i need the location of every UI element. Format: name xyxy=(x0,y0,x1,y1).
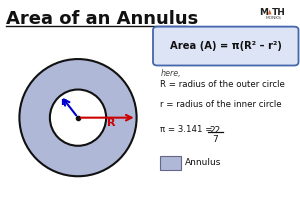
Circle shape xyxy=(20,59,136,176)
Text: M: M xyxy=(260,8,268,17)
Text: TH: TH xyxy=(272,8,286,17)
Text: R = radius of the outer circle: R = radius of the outer circle xyxy=(160,80,285,89)
Text: 22: 22 xyxy=(210,126,221,135)
Text: r = radius of the inner circle: r = radius of the inner circle xyxy=(160,100,282,109)
FancyBboxPatch shape xyxy=(160,156,181,170)
Text: 7: 7 xyxy=(212,135,218,144)
Text: Annulus: Annulus xyxy=(185,158,222,167)
Text: Area of an Annulus: Area of an Annulus xyxy=(6,10,198,28)
Text: R: R xyxy=(107,118,116,128)
Text: π = 3.141 =: π = 3.141 = xyxy=(160,125,216,134)
FancyBboxPatch shape xyxy=(153,27,298,65)
Text: here,: here, xyxy=(160,69,181,78)
Polygon shape xyxy=(268,9,272,14)
Text: r: r xyxy=(60,97,66,107)
Circle shape xyxy=(50,89,106,146)
Text: MONKS: MONKS xyxy=(266,16,282,20)
Text: Area (A) = π(R² – r²): Area (A) = π(R² – r²) xyxy=(170,40,281,51)
